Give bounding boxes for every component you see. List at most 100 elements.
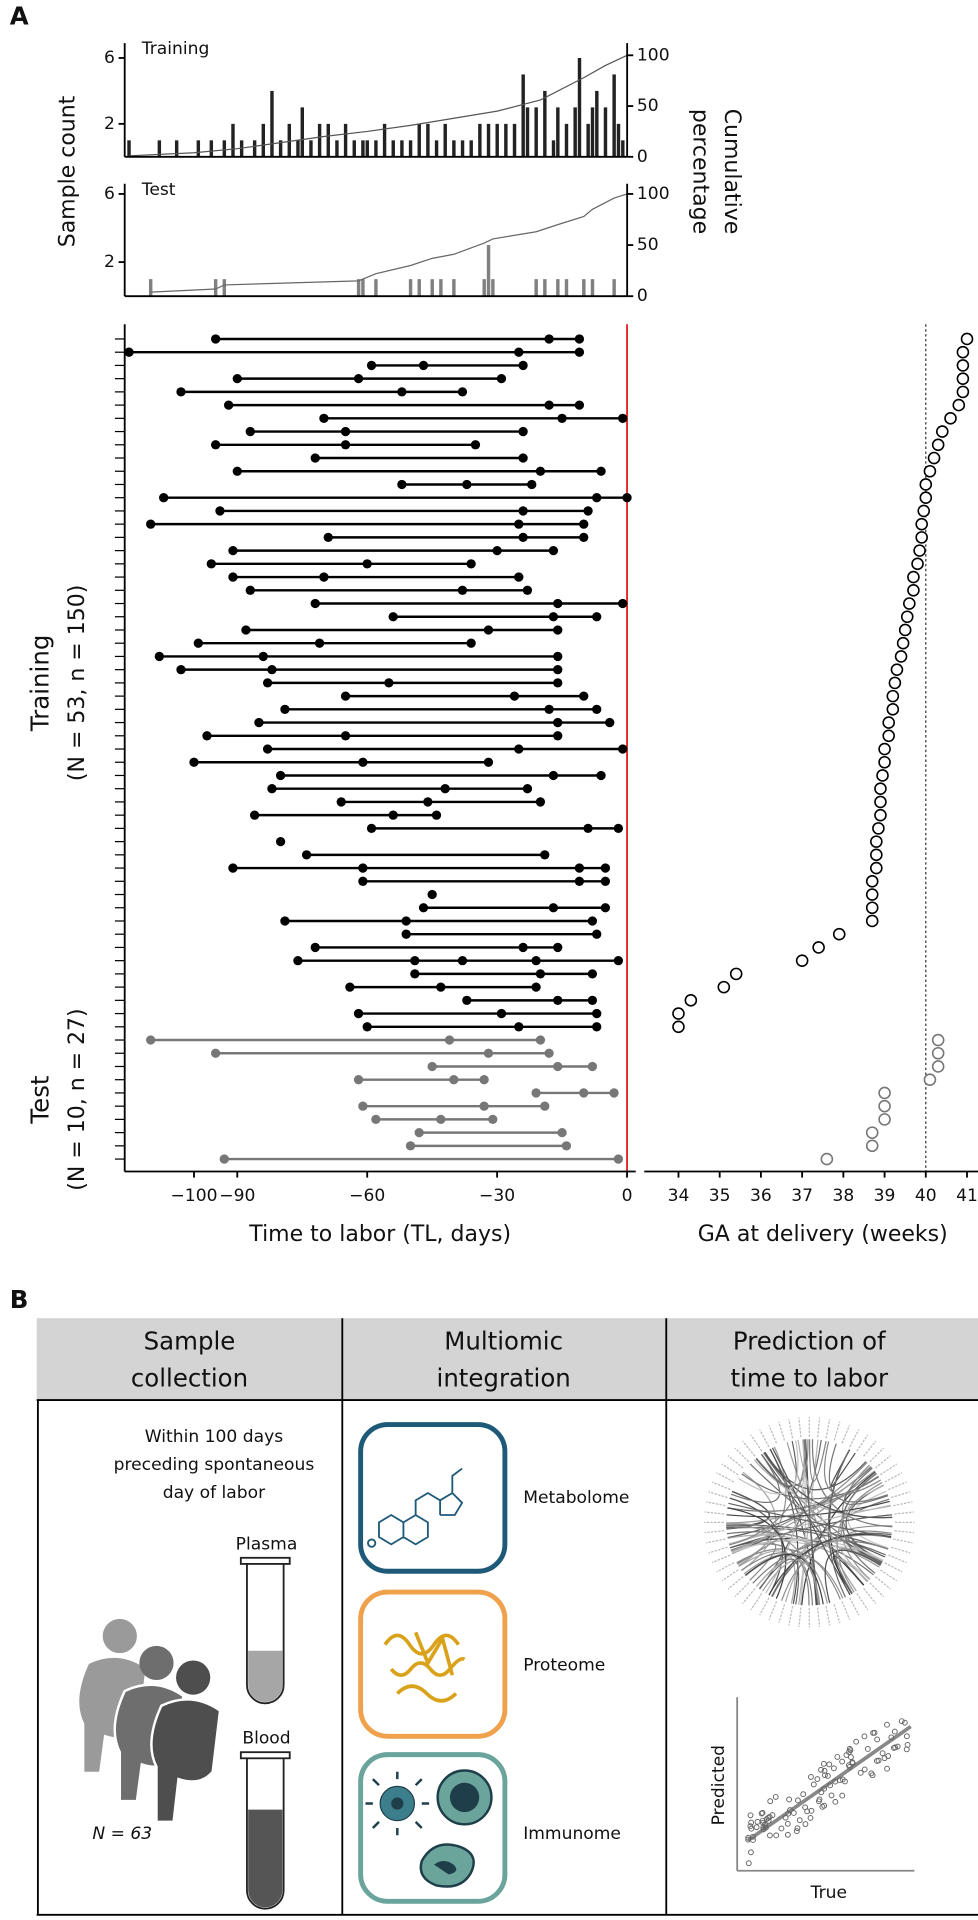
ga-dot [795, 954, 809, 967]
sample-dot [618, 413, 628, 423]
bar [157, 140, 162, 157]
ga-dot [870, 848, 883, 862]
bar [590, 107, 595, 157]
sample-dot [600, 863, 611, 873]
x-tick-label: −30 [479, 1186, 515, 1206]
sample-dot [587, 969, 598, 979]
sample-dot [613, 1154, 624, 1164]
scatter-dot [796, 1817, 803, 1824]
node-tick [880, 1569, 898, 1582]
scatter-dot [861, 1766, 868, 1773]
edge [726, 1500, 890, 1518]
panel-title: Training [141, 39, 210, 59]
node-tick [841, 1601, 851, 1620]
ga-dot [913, 544, 926, 557]
y2-tick-label: 0 [637, 147, 648, 167]
sample-dot [535, 969, 546, 979]
ga-dot [865, 888, 879, 901]
scatter-dot [814, 1776, 821, 1782]
node-tick [888, 1481, 907, 1491]
ga-dot [878, 755, 891, 769]
scatter-dot [766, 1832, 773, 1839]
sample-dot [548, 770, 559, 781]
sample-dot [522, 585, 533, 595]
scatter-dot [846, 1749, 852, 1756]
sample-dot [531, 956, 541, 966]
edge [752, 1540, 889, 1584]
node-tick [849, 1429, 860, 1448]
ga-dot [956, 359, 970, 372]
sample-dot [587, 916, 598, 926]
sample-dot [618, 598, 628, 609]
y2-tick-label: 50 [637, 235, 659, 255]
sample-dot [609, 1088, 619, 1098]
scatter-dot [787, 1807, 793, 1814]
sample-dot [275, 836, 286, 847]
bar [317, 123, 322, 157]
ga-dot [900, 610, 914, 624]
sample-dot [613, 823, 624, 834]
scatter-dot [810, 1781, 817, 1788]
sample-dot [592, 612, 602, 622]
scatter-dot [753, 1824, 760, 1831]
sample-dot [358, 863, 368, 873]
sample-dot [449, 1075, 459, 1085]
scatter-dot [884, 1721, 890, 1728]
y2-tick-label: 50 [637, 96, 659, 116]
node-tick [708, 1546, 728, 1554]
sample-dot [553, 678, 563, 688]
sample-dot [553, 731, 563, 741]
bar [495, 123, 499, 157]
edge [768, 1533, 892, 1596]
scatter-dot [898, 1718, 905, 1725]
node-tick [706, 1501, 726, 1507]
sample-dot [514, 744, 524, 754]
edge [727, 1534, 869, 1582]
sample-dot [353, 374, 364, 384]
sample-dot [622, 493, 632, 503]
scatter-dot [773, 1832, 780, 1839]
sample-dot [444, 1035, 455, 1045]
bar [452, 279, 456, 297]
ga-dot [865, 1139, 879, 1153]
sample-dot [466, 638, 476, 648]
bar [534, 279, 538, 297]
sample-dot [600, 876, 611, 886]
sample-dot [228, 572, 238, 582]
header-band [36, 1318, 978, 1401]
bar [261, 123, 266, 157]
ga-dot [872, 822, 885, 835]
sample-dot [358, 757, 368, 767]
node-tick [856, 1593, 869, 1611]
edge [744, 1553, 824, 1605]
ga-dot [896, 636, 910, 650]
sample-dot [553, 717, 563, 728]
sample-dot [527, 479, 537, 490]
axis-label: True [810, 1883, 847, 1903]
ga-dot [952, 398, 966, 412]
scatter-dot [778, 1825, 785, 1832]
scatter-dot [758, 1810, 765, 1817]
panel-label: B [10, 1285, 29, 1314]
scatter-dot [827, 1782, 834, 1789]
bar [551, 140, 556, 157]
node-tick [893, 1538, 913, 1544]
scatter-dot [821, 1772, 828, 1779]
ga-dot [931, 438, 945, 452]
sample-dot [618, 744, 628, 754]
scatter-dot [904, 1742, 911, 1748]
sample-dot [561, 1141, 572, 1151]
ga-dot [672, 1007, 685, 1020]
omics-label: Metabolome [523, 1488, 629, 1508]
bar [564, 279, 569, 297]
sample-dot [496, 1008, 507, 1019]
ga-dot [878, 742, 891, 756]
sample-dot [353, 1008, 364, 1019]
edge [756, 1545, 884, 1587]
sample-dot [228, 863, 238, 873]
omics-label: Immunome [523, 1824, 621, 1844]
bar [408, 140, 413, 157]
sample-dot [518, 453, 528, 463]
bar [621, 140, 625, 157]
scatter-dot [765, 1814, 772, 1821]
